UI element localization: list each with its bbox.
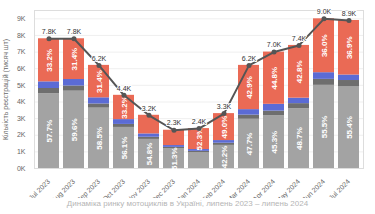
svg-text:Oct 2023: Oct 2023	[101, 178, 126, 198]
svg-text:57.7%: 57.7%	[45, 120, 54, 143]
svg-text:33.2%: 33.2%	[45, 49, 54, 72]
svg-text:6.2K: 6.2K	[92, 55, 107, 62]
svg-text:7.4K: 7.4K	[292, 35, 307, 42]
svg-text:7.0K: 7.0K	[267, 41, 282, 48]
svg-text:9.0K: 9.0K	[317, 8, 332, 15]
svg-text:42.2%: 42.2%	[220, 146, 229, 169]
svg-text:3K: 3K	[17, 115, 26, 122]
svg-text:0K: 0K	[17, 165, 26, 172]
svg-text:44.8%: 44.8%	[270, 67, 279, 90]
svg-text:58.5%: 58.5%	[95, 127, 104, 150]
svg-text:4K: 4K	[17, 98, 26, 105]
svg-text:36.9%: 36.9%	[345, 36, 354, 59]
svg-text:31.4%: 31.4%	[70, 48, 79, 71]
svg-text:3.2K: 3.2K	[142, 105, 157, 112]
svg-text:2K: 2K	[17, 131, 26, 138]
svg-text:36.0%: 36.0%	[320, 34, 329, 57]
svg-text:7.8K: 7.8K	[67, 28, 82, 35]
html-text:Динаміка ринку мотоциклів в Ук: Динаміка ринку мотоциклів в Україні, лип…	[66, 199, 309, 208]
svg-text:56.1%: 56.1%	[120, 137, 129, 160]
svg-text:2.4K: 2.4K	[192, 118, 207, 125]
svg-text:Jun 2024: Jun 2024	[301, 178, 326, 198]
svg-text:6K: 6K	[17, 65, 26, 72]
svg-text:49.0%: 49.0%	[220, 116, 229, 139]
svg-text:51.3%: 51.3%	[170, 147, 179, 170]
svg-text:Dec 2023: Dec 2023	[150, 178, 176, 198]
svg-text:48.7%: 48.7%	[295, 127, 304, 150]
svg-text:3.3K: 3.3K	[217, 103, 232, 110]
svg-text:Aug 2023: Aug 2023	[50, 178, 77, 198]
svg-text:Кількість реєстрацій (тисяч шт: Кількість реєстрацій (тисяч шт)	[2, 39, 10, 140]
svg-text:9K: 9K	[17, 15, 26, 22]
svg-text:5K: 5K	[17, 82, 26, 89]
svg-text:Jul 2024: Jul 2024	[328, 178, 352, 198]
svg-text:52.3%: 52.3%	[195, 128, 204, 151]
svg-text:55.4%: 55.4%	[345, 116, 354, 139]
svg-text:Mar 2024: Mar 2024	[225, 178, 251, 198]
svg-text:54.8%: 54.8%	[145, 143, 154, 166]
svg-text:59.6%: 59.6%	[70, 118, 79, 141]
svg-text:45.3%: 45.3%	[270, 131, 279, 154]
svg-text:55.5%: 55.5%	[320, 116, 329, 139]
svg-text:Jan 2024: Jan 2024	[176, 178, 201, 198]
svg-text:2.3K: 2.3K	[167, 119, 182, 126]
svg-text:42.8%: 42.8%	[295, 60, 304, 83]
svg-text:Sep 2023: Sep 2023	[75, 178, 102, 198]
svg-text:8K: 8K	[17, 32, 26, 39]
svg-text:47.7%: 47.7%	[245, 133, 254, 156]
svg-text:Feb 2024: Feb 2024	[200, 178, 226, 198]
svg-text:7K: 7K	[17, 48, 26, 55]
svg-text:42.9%: 42.9%	[245, 76, 254, 99]
svg-text:1K: 1K	[17, 148, 26, 155]
svg-text:Jul 2023: Jul 2023	[28, 178, 52, 198]
svg-text:May 2024: May 2024	[275, 178, 302, 198]
svg-text:31.4%: 31.4%	[95, 70, 104, 93]
svg-text:4.4K: 4.4K	[117, 85, 132, 92]
svg-text:33.2%: 33.2%	[120, 96, 129, 119]
svg-text:Apr 2024: Apr 2024	[251, 178, 277, 198]
svg-text:6.2K: 6.2K	[242, 55, 257, 62]
svg-text:8.9K: 8.9K	[342, 10, 357, 17]
svg-text:7.8K: 7.8K	[42, 28, 57, 35]
svg-text:Nov 2023: Nov 2023	[125, 178, 151, 198]
